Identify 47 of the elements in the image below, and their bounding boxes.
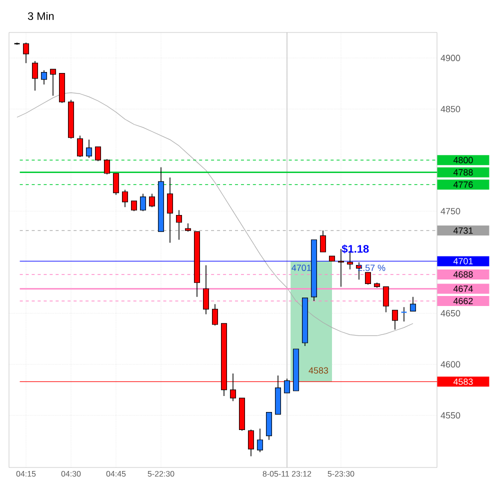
candlestick <box>32 60 38 92</box>
candlestick <box>140 193 146 212</box>
candlestick <box>256 428 263 453</box>
candlestick <box>176 210 182 240</box>
candlestick <box>41 70 48 85</box>
candlestick <box>410 296 416 312</box>
candlestick <box>320 230 326 252</box>
candlestick <box>95 146 102 162</box>
candlestick <box>203 264 209 315</box>
ref-line-label: 4731 <box>453 227 473 234</box>
y-tick-label: 4850 <box>440 106 460 112</box>
y-tick-label: 4600 <box>440 361 460 368</box>
chart-title: 3 Min <box>28 12 54 20</box>
y-tick-label: 4750 <box>440 208 460 214</box>
candlestick <box>400 306 408 322</box>
y-tick-label: 4550 <box>440 412 460 419</box>
candlestick <box>131 200 138 212</box>
candlestick <box>104 158 110 175</box>
candlestick <box>167 177 173 244</box>
ref-line-label: 4701 <box>453 258 473 264</box>
candlestick <box>23 42 30 64</box>
ref-line-label: 4788 <box>453 169 473 176</box>
candlestick <box>77 135 84 158</box>
candlestick <box>382 286 389 313</box>
candlestick <box>149 193 155 208</box>
candlestick <box>113 172 120 196</box>
candlestick <box>284 378 290 394</box>
y-tick-label: 4900 <box>440 54 460 62</box>
candlestick <box>266 412 272 440</box>
ref-line-label: 4583 <box>453 378 473 385</box>
annotation: 4583 <box>308 367 328 374</box>
candlestick <box>392 310 398 330</box>
candlestick <box>338 248 344 288</box>
ref-line-label: 4800 <box>453 156 473 164</box>
candlestick <box>248 429 254 457</box>
ref-line-label: 4674 <box>453 286 473 292</box>
annotation: 4701 <box>292 264 311 272</box>
ref-line-label: 4662 <box>453 298 473 304</box>
annotation: $1.18 <box>342 244 369 254</box>
candlestick <box>86 139 92 158</box>
ref-line-label: 4776 <box>453 181 473 188</box>
candlestick <box>122 189 128 208</box>
candlestick <box>50 68 56 96</box>
candlestick <box>364 272 371 286</box>
y-tick-label: 4650 <box>440 310 460 316</box>
ref-line-label: 4688 <box>453 271 473 278</box>
candlestick <box>212 304 218 326</box>
